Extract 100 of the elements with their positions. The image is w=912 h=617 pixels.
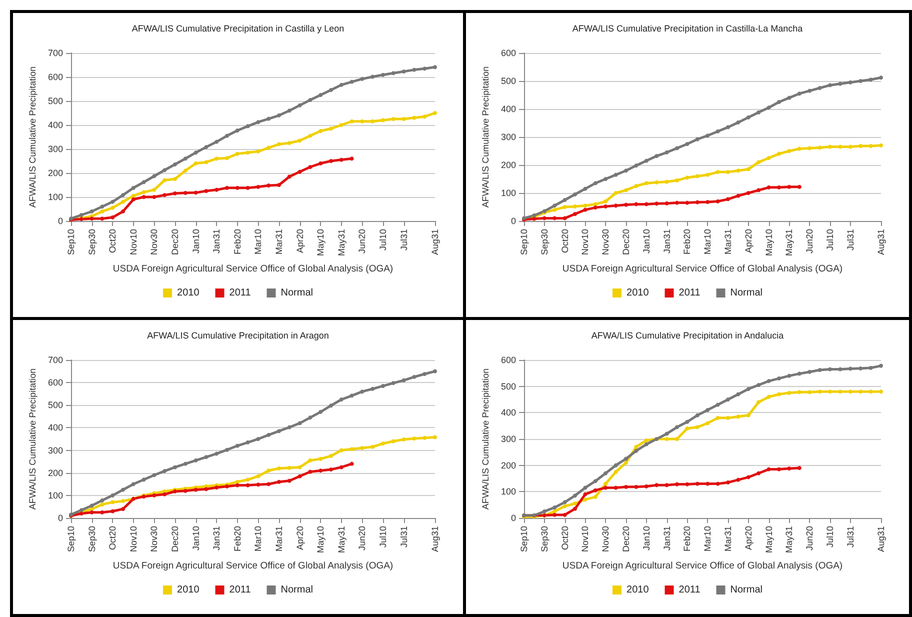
x-tick-label: Nov30 [149,526,160,552]
y-tick-label: 100 [500,188,516,198]
x-tick-label: Nov30 [600,526,611,552]
x-tick-label: Jul10 [378,229,388,251]
chart-title: AFWA/LIS Cumulative Precipitation in Andalucia [591,330,784,340]
y-axis-title: AFWA/LIS Cumulative Precipitation [28,66,38,208]
legend-label: 2011 [678,584,701,596]
x-tick-label: Feb20 [232,526,242,552]
x-tick-label: Feb20 [682,526,692,552]
y-tick-label: 100 [48,192,63,202]
x-tick-label: Nov10 [580,229,590,256]
x-tick-label: Jan31 [662,526,672,551]
x-tick-label: Sep10 [519,229,529,256]
x-tick-label: Apr20 [743,526,754,550]
x-axis-title: USDA Foreign Agricultural Service Office of Global Analysis (OGA) [562,263,843,274]
y-tick-label: 300 [48,144,63,154]
x-tick-label: Aug31 [430,526,440,552]
x-tick-label: Aug31 [876,229,886,256]
x-tick-label: Jan31 [212,526,222,551]
x-tick-label: Oct20 [108,526,118,550]
y-tick-label: 200 [500,160,516,170]
y-tick-label: 500 [500,76,516,86]
chart-title: AFWA/LIS Cumulative Precipitation in Castilla-La Mancha [572,24,803,34]
x-tick-label: Jul31 [845,526,856,548]
y-tick-label: 300 [48,445,63,456]
x-tick-label: Jul31 [398,229,409,251]
x-tick-label: Sep30 [86,526,97,552]
x-tick-label: Dec20 [621,229,631,256]
legend-label: 2011 [678,288,701,298]
x-tick-label: Aug31 [876,526,886,552]
x-tick-label: Sep10 [519,526,529,552]
y-tick-label: 200 [48,168,63,178]
y-tick-label: 600 [500,48,516,58]
x-tick-label: Jan10 [641,526,652,551]
x-tick-label: Jun20 [357,526,368,551]
x-axis-title: USDA Foreign Agricultural Service Office of Global Analysis (OGA) [562,560,843,572]
x-tick-label: Oct20 [560,229,570,254]
legend-label: Normal [730,584,762,596]
x-tick-label: Dec20 [170,526,180,552]
x-tick-label: Apr20 [743,229,754,254]
x-tick-label: Apr20 [294,229,305,254]
x-tick-label: Mar31 [274,526,284,552]
y-tick-label: 200 [48,468,63,478]
legend-label: 2010 [177,584,200,596]
y-tick-label: 400 [500,408,516,418]
legend-label: 2010 [626,288,650,298]
y-tick-label: 200 [500,460,516,470]
x-tick-label: Jun20 [804,526,815,551]
x-tick-label: Feb20 [232,229,242,255]
x-tick-label: Jul10 [825,526,835,548]
x-tick-label: May10 [316,526,326,554]
x-tick-label: Mar10 [702,526,713,552]
x-tick-label: Feb20 [682,229,692,255]
y-tick-label: 300 [500,434,516,444]
x-tick-label: Nov10 [128,229,138,256]
x-tick-label: Aug31 [430,229,440,256]
x-tick-label: Dec20 [170,229,180,256]
y-tick-label: 0 [510,513,516,523]
chart-title: AFWA/LIS Cumulative Precipitation in Aragon [147,330,329,340]
y-axis-title: AFWA/LIS Cumulative Precipitation [28,368,38,510]
x-tick-label: Jun20 [357,229,368,254]
x-tick-label: Sep30 [86,229,97,256]
y-tick-label: 700 [48,48,63,58]
y-tick-label: 700 [48,355,63,365]
y-tick-label: 500 [500,381,516,392]
x-tick-label: May31 [784,229,794,256]
y-tick-label: 100 [48,490,63,500]
y-tick-label: 400 [48,120,63,130]
y-tick-label: 600 [48,378,63,388]
x-tick-label: Nov10 [128,526,138,552]
x-tick-label: Jul31 [845,229,856,251]
x-axis-title: USDA Foreign Agricultural Service Office of Global Analysis (OGA) [112,560,394,572]
y-tick-label: 400 [500,104,516,114]
x-tick-label: May10 [764,526,774,554]
y-tick-label: 500 [48,96,63,106]
x-tick-label: May10 [764,229,774,256]
x-tick-label: Jan10 [190,229,201,254]
x-tick-label: Oct20 [560,526,570,550]
x-tick-label: Jan31 [212,229,222,254]
y-axis-title: AFWA/LIS Cumulative Precipitation [480,66,491,208]
x-tick-label: May31 [784,526,794,554]
y-tick-label: 500 [48,400,63,410]
legend-label: 2011 [229,584,252,596]
legend-label: 2011 [229,288,252,298]
legend-label: Normal [280,288,313,298]
x-tick-label: Nov30 [149,229,160,256]
legend-label: 2010 [177,288,200,298]
y-tick-label: 300 [500,132,516,142]
legend-label: Normal [280,584,313,596]
y-axis-title: AFWA/LIS Cumulative Precipitation [480,368,491,510]
y-tick-label: 400 [48,422,63,433]
legend-label: 2010 [626,584,650,596]
x-tick-label: Jan10 [641,229,652,254]
x-tick-label: Mar31 [274,229,284,255]
x-tick-label: Dec20 [621,526,631,552]
x-tick-label: Nov10 [580,526,590,552]
x-tick-label: Mar10 [253,229,264,255]
y-tick-label: 0 [58,513,63,523]
y-tick-label: 0 [58,216,63,226]
x-tick-label: Jun20 [804,229,815,254]
